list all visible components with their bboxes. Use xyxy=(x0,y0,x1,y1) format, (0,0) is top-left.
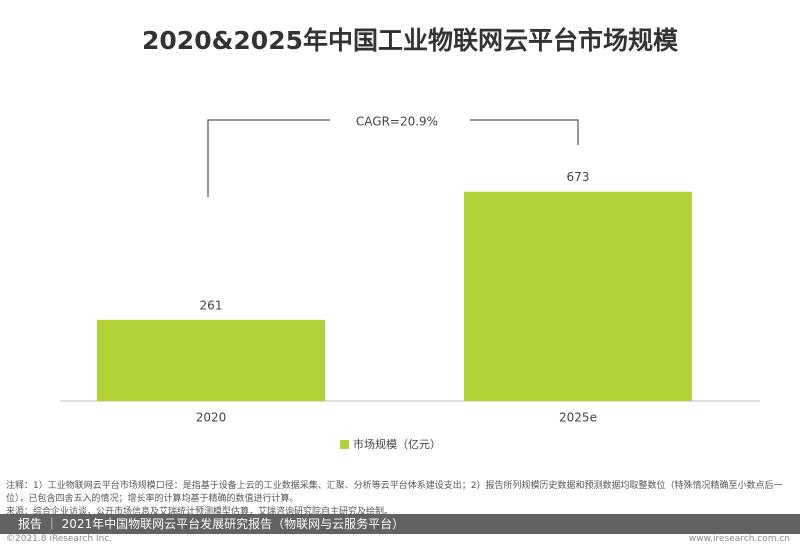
value-label: 673 xyxy=(567,170,590,184)
x-tick-label: 2020 xyxy=(196,411,227,425)
legend-swatch xyxy=(340,440,349,449)
note-text: 注释：1）工业物联网云平台市场规模口径：是指基于设备上云的工业数据采集、汇聚、分… xyxy=(6,481,783,504)
copyright: ©2021.8 iResearch Inc. xyxy=(6,534,113,544)
cagr-bracket xyxy=(470,119,579,145)
notes: 注释：1）工业物联网云平台市场规模口径：是指基于设备上云的工业数据采集、汇聚、分… xyxy=(6,480,792,519)
bar xyxy=(97,319,325,401)
report-title: 报告 ｜ 2021年中国物联网云平台发展研究报告（物联网与云服务平台） xyxy=(18,517,405,531)
bar xyxy=(464,191,692,401)
website: www.iresearch.com.cn xyxy=(688,534,790,544)
annotation: CAGR=20.9% xyxy=(356,115,438,129)
x-tick-label: 2025e xyxy=(559,411,597,425)
source-text: 来源：综合企业访谈，公开市场信息及艾瑞统计预测模型估算，艾瑞咨询研究院自主研究及… xyxy=(6,507,394,517)
value-label: 261 xyxy=(200,298,223,312)
footer-bar: 报告 ｜ 2021年中国物联网云平台发展研究报告（物联网与云服务平台） xyxy=(0,514,800,534)
chart-title: 2020&2025年中国工业物联网云平台市场规模 xyxy=(142,26,679,55)
legend-label: 市场规模（亿元） xyxy=(353,437,441,451)
cagr-bracket xyxy=(207,119,330,197)
